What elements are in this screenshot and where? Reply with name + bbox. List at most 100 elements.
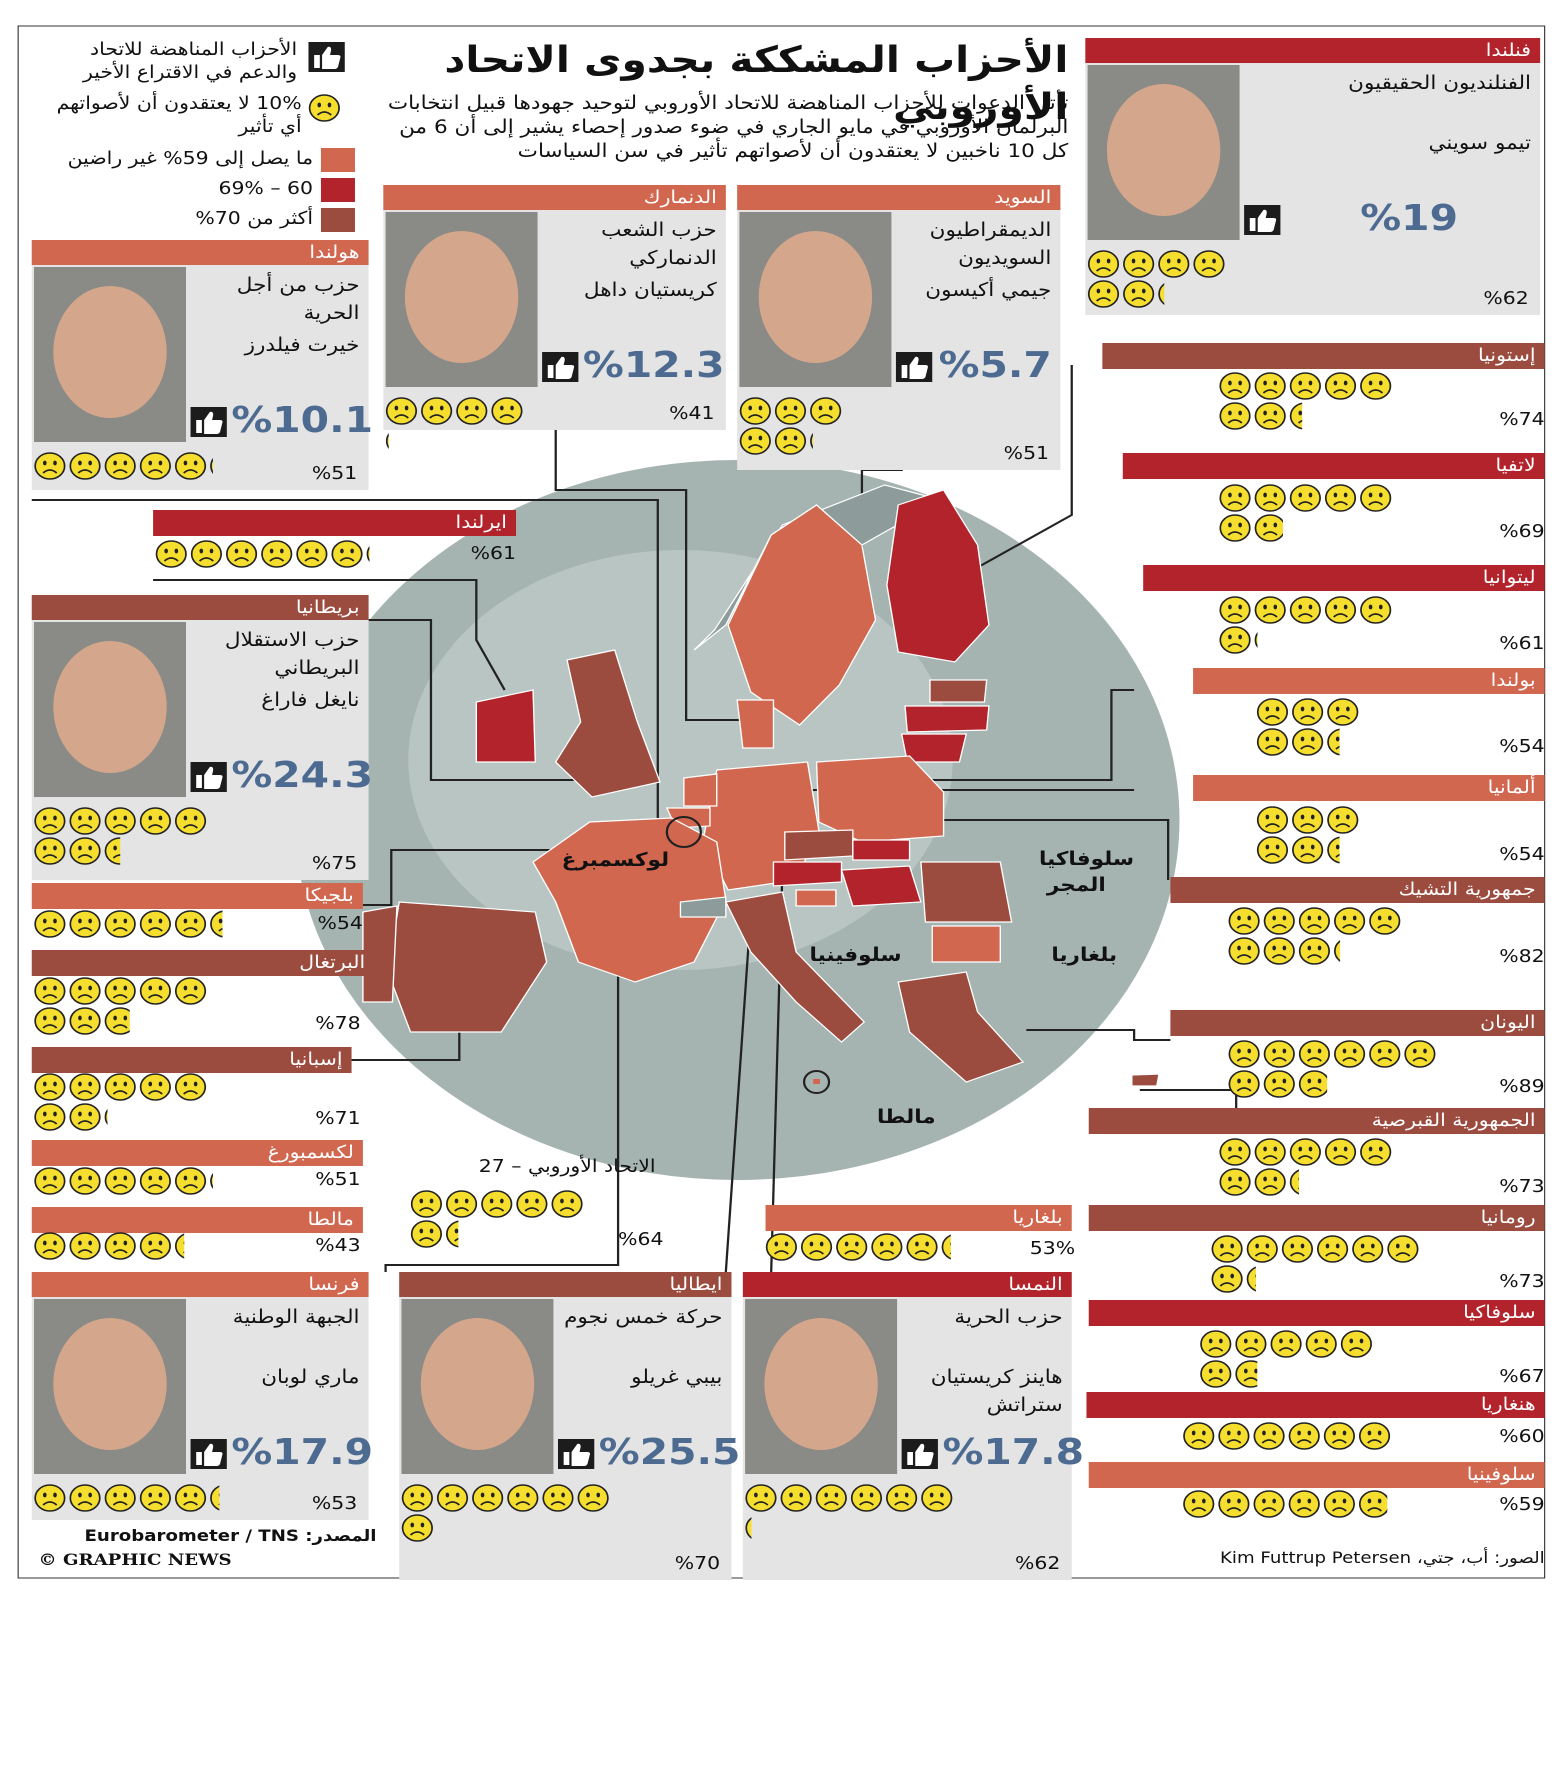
face	[139, 977, 171, 1005]
face-eye	[1275, 706, 1280, 712]
face	[34, 1103, 66, 1131]
face-disc	[34, 1007, 66, 1035]
face-eye	[113, 1175, 117, 1181]
face-disc	[1292, 806, 1324, 834]
country-name: السويد	[994, 187, 1052, 208]
face-disc	[69, 1167, 101, 1195]
face-disc	[1235, 1360, 1258, 1388]
face	[139, 1484, 171, 1512]
face	[1360, 484, 1392, 512]
face-disc	[1228, 1040, 1260, 1068]
face	[210, 1173, 213, 1189]
face-mouth	[112, 824, 128, 829]
country-name: سلوفينيا	[1466, 1464, 1536, 1485]
map-country	[784, 829, 854, 861]
face-mouth	[1367, 1507, 1382, 1512]
face-eye	[1228, 604, 1232, 610]
face-eye	[754, 1492, 758, 1498]
country-name: إسبانيا	[289, 1049, 343, 1070]
face-mouth	[1297, 389, 1313, 394]
face-disc	[774, 427, 807, 455]
face-eye	[1254, 1368, 1258, 1374]
face-disc	[104, 807, 136, 835]
face-mouth	[418, 1207, 434, 1212]
party-name: حزب الشعب الدنماركي	[601, 219, 717, 269]
face-disc	[34, 977, 66, 1005]
face-eye	[158, 918, 163, 924]
leader-name: خيرت فيلدرز	[244, 334, 360, 356]
face-eye	[490, 1492, 495, 1498]
face	[174, 807, 207, 835]
face	[1387, 1235, 1419, 1263]
dissatisfied-label: %51	[311, 463, 358, 484]
face-mouth	[1166, 267, 1182, 272]
face-disc	[1340, 1330, 1372, 1358]
face	[1288, 1490, 1320, 1518]
face-mouth	[1208, 1347, 1224, 1352]
face-eye	[1273, 522, 1278, 528]
face	[800, 1233, 833, 1261]
intro: تأتي الدعوات للأحزاب المناهضة للاتحاد ال…	[387, 92, 1069, 162]
face-mouth	[77, 1090, 93, 1095]
face-disc	[1256, 698, 1289, 726]
face-eye	[1273, 380, 1278, 386]
face-eye	[1353, 946, 1357, 951]
face-eye	[420, 1492, 425, 1498]
face-eye	[123, 1175, 128, 1181]
face	[1200, 1330, 1232, 1358]
face-eye	[535, 1198, 539, 1204]
face-disc	[1289, 1138, 1321, 1166]
face-disc	[1246, 1235, 1278, 1263]
face-eye	[1307, 1078, 1312, 1084]
face-eye	[1342, 915, 1347, 921]
face-mouth	[454, 1207, 470, 1212]
face-eye	[1406, 1243, 1410, 1249]
face-mouth	[747, 444, 763, 449]
map-label: لوكسمبرغ	[561, 849, 670, 871]
face	[774, 397, 807, 425]
map-country	[736, 699, 775, 749]
face	[69, 1103, 101, 1131]
face	[385, 433, 389, 449]
face-mouth	[183, 1251, 185, 1254]
face-mouth	[112, 1184, 128, 1189]
face-eye	[1300, 706, 1305, 712]
face-mouth	[1367, 1439, 1382, 1444]
face-disc	[739, 397, 771, 425]
leader-photo-face	[764, 1318, 878, 1450]
leader-name: جيمي أكيسون	[925, 279, 1052, 301]
face-eye	[1289, 1338, 1293, 1344]
face-disc	[1352, 1235, 1384, 1263]
face-mouth	[499, 414, 515, 419]
face-eye	[844, 1241, 849, 1247]
face-disc	[1369, 907, 1401, 935]
face-mouth	[1271, 954, 1287, 959]
face-mouth	[1265, 745, 1280, 750]
face-disc	[1323, 1490, 1355, 1518]
face-eye	[464, 405, 469, 411]
face-eye	[1273, 635, 1277, 640]
face-eye	[350, 548, 354, 554]
face-eye	[464, 1198, 469, 1204]
face	[1281, 1235, 1314, 1263]
face	[1358, 1490, 1388, 1518]
face-eye	[1368, 492, 1373, 498]
face-eye	[193, 985, 198, 991]
face	[174, 1233, 185, 1259]
face-disc	[34, 1073, 66, 1101]
face	[1305, 1330, 1337, 1358]
face-disc	[1281, 1235, 1314, 1263]
party-header-bar	[399, 1272, 732, 1297]
face-mouth	[42, 1501, 58, 1506]
face-disc	[1263, 937, 1295, 965]
face-eye	[1237, 915, 1241, 921]
face-eye	[915, 1241, 919, 1247]
face-eye	[1335, 736, 1340, 742]
face-disc	[765, 1233, 797, 1261]
face-eye	[1237, 1048, 1241, 1054]
face-mouth	[1243, 1377, 1258, 1382]
face-eye	[42, 985, 47, 991]
face	[836, 1233, 868, 1261]
face	[516, 1190, 548, 1218]
face-eye	[88, 1111, 92, 1117]
